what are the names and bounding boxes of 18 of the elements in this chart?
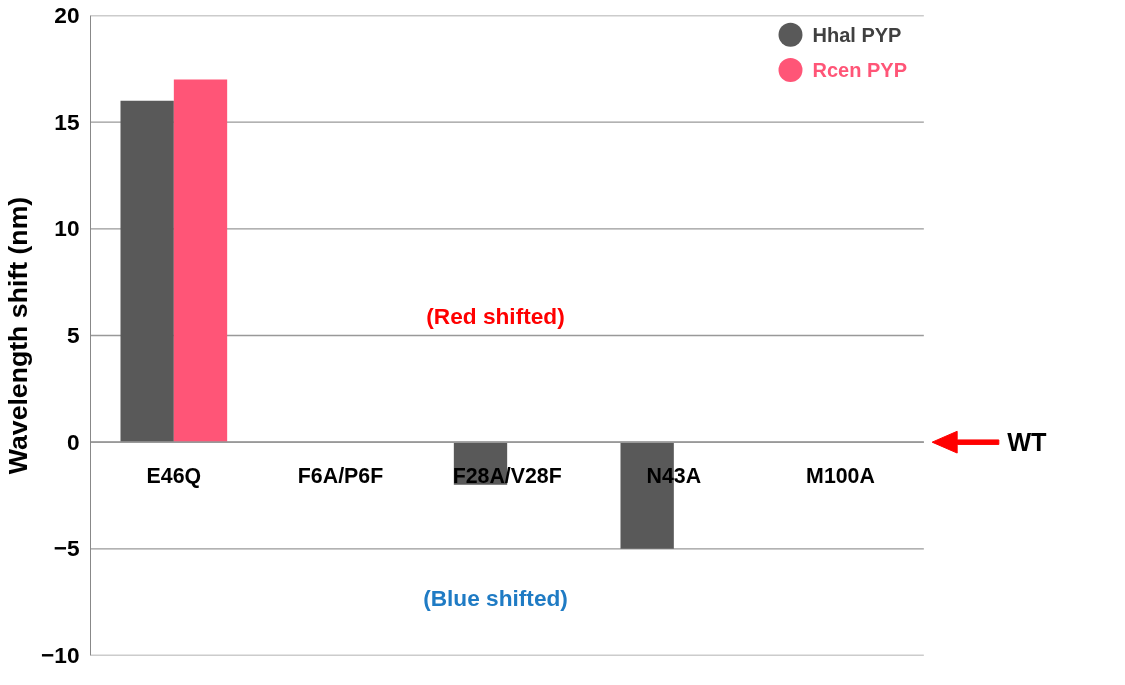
y-tick-label: 0 bbox=[66, 428, 80, 455]
y-tick-label: 10 bbox=[54, 215, 80, 242]
legend-label: Rcen PYP bbox=[812, 58, 907, 81]
annotation: (Red shifted) bbox=[426, 303, 565, 330]
bar bbox=[120, 100, 174, 443]
y-tick-label: 20 bbox=[54, 2, 80, 28]
annotation: (Blue shifted) bbox=[423, 584, 568, 611]
x-tick-label: E46Q bbox=[146, 464, 202, 489]
ref-line-label: WT bbox=[1007, 428, 1048, 457]
y-tick-label: −5 bbox=[53, 535, 80, 562]
legend-label: Hhal PYP bbox=[812, 23, 902, 46]
y-tick-label: 15 bbox=[54, 108, 80, 135]
x-tick-label: M100A bbox=[806, 464, 875, 489]
y-axis-title: Wavelength shift (nm) bbox=[3, 196, 34, 475]
x-tick-label: F6A/P6F bbox=[297, 464, 384, 489]
bar bbox=[173, 79, 228, 443]
y-tick-label: 5 bbox=[66, 322, 80, 348]
y-tick-label: −10 bbox=[41, 642, 80, 668]
